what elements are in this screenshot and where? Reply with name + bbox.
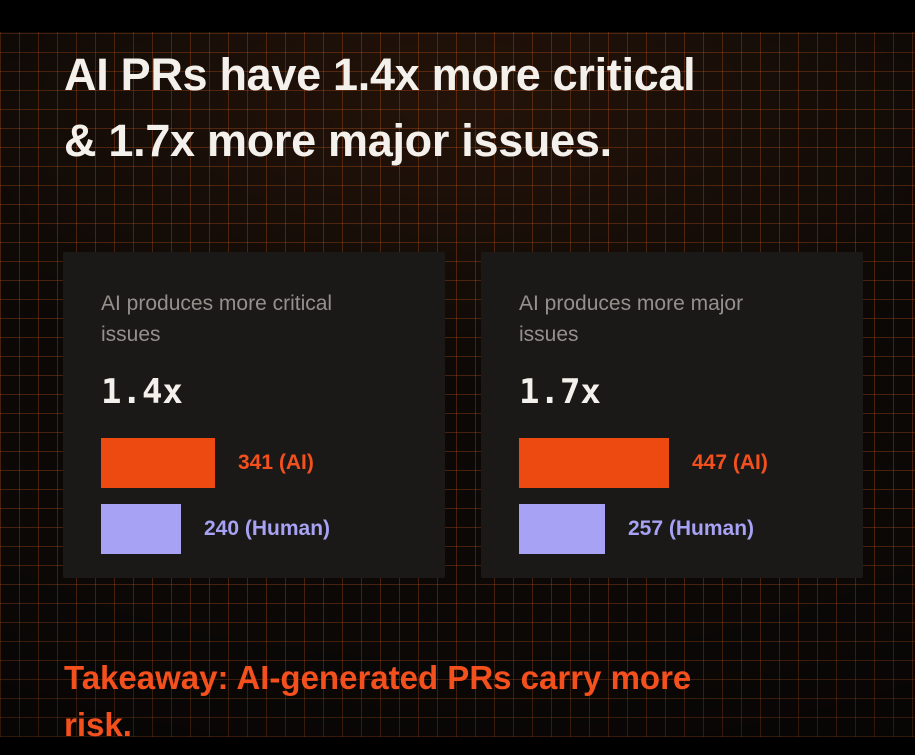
critical-issues-card: AI produces more critical issues 1.4x 34… (63, 252, 445, 578)
multiplier-value: 1.4x (101, 372, 183, 412)
major-issues-card: AI produces more major issues 1.7x 447 (… (481, 252, 863, 578)
ai-bar-row: 447 (AI) (519, 438, 825, 488)
human-bar-row: 257 (Human) (519, 504, 825, 554)
takeaway-text: Takeaway: AI-generated PRs carry more ris… (64, 654, 691, 748)
ai-bar (101, 438, 215, 488)
human-bar-label: 240 (Human) (204, 517, 331, 540)
ai-bar-label: 447 (AI) (692, 451, 768, 474)
takeaway-line-2: risk. (64, 706, 132, 743)
card-title: AI produces more major issues (519, 292, 744, 346)
page-title: AI PRs have 1.4x more critical & 1.7x mor… (64, 42, 696, 174)
ai-bar-label: 341 (AI) (238, 451, 314, 474)
card-title: AI produces more critical issues (101, 292, 333, 346)
ai-bar-row: 341 (AI) (101, 438, 407, 488)
headline-line-1: AI PRs have 1.4x more critical (64, 49, 696, 100)
human-bar (101, 504, 181, 554)
human-bar-row: 240 (Human) (101, 504, 407, 554)
human-bar (519, 504, 605, 554)
ai-bar (519, 438, 669, 488)
human-bar-label: 257 (Human) (628, 517, 755, 540)
headline-line-2: & 1.7x more major issues. (64, 115, 612, 166)
stat-cards: AI produces more critical issues 1.4x 34… (63, 252, 863, 578)
takeaway-line-1: Takeaway: AI-generated PRs carry more (64, 659, 692, 696)
multiplier-value: 1.7x (519, 372, 601, 412)
